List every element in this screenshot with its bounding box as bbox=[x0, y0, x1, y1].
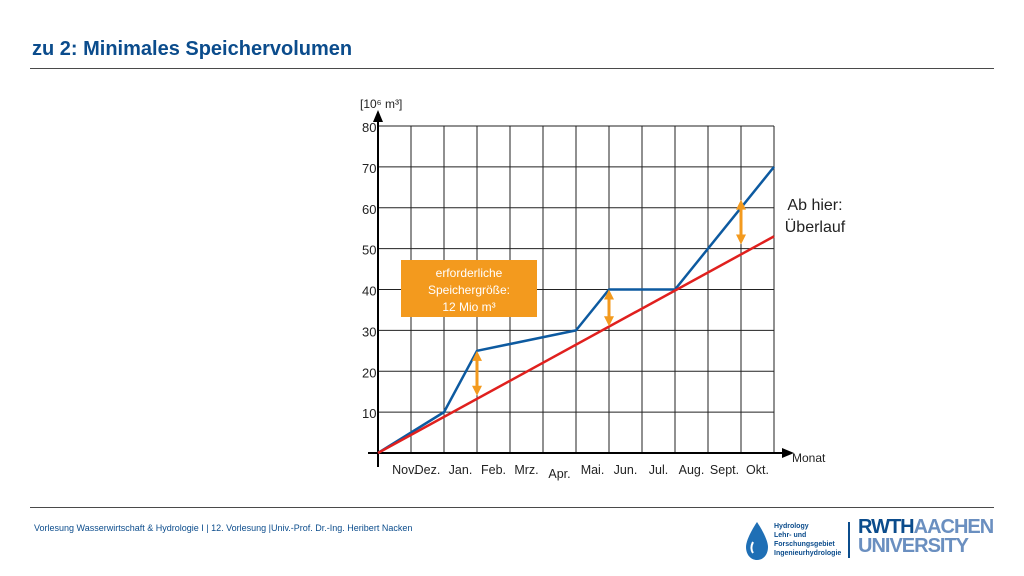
storage-arrow-head bbox=[604, 316, 614, 327]
x-tick-label: Mrz. bbox=[514, 463, 538, 477]
storage-arrow-head bbox=[472, 385, 482, 396]
x-tick-label: Aug. bbox=[679, 463, 705, 477]
hydrology-line-1: Hydrology bbox=[774, 523, 809, 530]
storage-size-text: erforderliche bbox=[436, 266, 503, 280]
storage-size-box bbox=[401, 260, 537, 317]
footer-text: Vorlesung Wasserwirtschaft & Hydrologie … bbox=[34, 523, 413, 533]
y-tick-label: 80 bbox=[362, 120, 376, 135]
slide-title: zu 2: Minimales Speichervolumen bbox=[32, 38, 353, 60]
hydrology-line-4: Ingenieurhydrologie bbox=[774, 550, 842, 557]
storage-size-text: Speichergröße: bbox=[428, 283, 510, 297]
chart-axes bbox=[368, 110, 794, 467]
x-tick-label: Sept. bbox=[710, 463, 739, 477]
y-axis-arrow bbox=[373, 110, 383, 122]
y-tick-label: 40 bbox=[362, 284, 376, 299]
x-tick-label: Jul. bbox=[649, 463, 668, 477]
chart-series bbox=[377, 166, 775, 455]
y-tick-label: 50 bbox=[362, 243, 376, 258]
storage-arrow-head bbox=[604, 289, 614, 300]
x-tick-label: Mai. bbox=[581, 463, 605, 477]
logo-divider bbox=[848, 522, 850, 558]
x-tick-label: Nov. bbox=[392, 463, 417, 477]
storage-volume-chart: 10 20 30 40 50 60 70 80 [10⁶ m³] Monat Nov.Dez. Jan… bbox=[360, 97, 846, 481]
x-tick-label: Feb. bbox=[481, 463, 506, 477]
series-line bbox=[377, 235, 775, 455]
x-tick-label: Dez. bbox=[415, 463, 441, 477]
chart-arrows bbox=[472, 199, 746, 396]
hydrology-line-2: Lehr- und bbox=[774, 532, 807, 539]
rwth-logo-aachen: AACHEN bbox=[913, 516, 995, 538]
storage-size-text: 12 Mio m³ bbox=[442, 300, 495, 314]
y-tick-label: 60 bbox=[362, 202, 376, 217]
y-tick-label: 20 bbox=[362, 365, 376, 380]
overflow-label: Überlauf bbox=[785, 218, 846, 236]
footer-divider bbox=[30, 507, 994, 508]
x-tick-label: Jun. bbox=[614, 463, 638, 477]
rwth-logo-university: UNIVERSITY bbox=[858, 535, 969, 557]
rwth-logo-rwth: RWTH bbox=[858, 516, 915, 538]
rwth-logo: RWTHAACHEN UNIVERSITY bbox=[858, 516, 995, 557]
y-axis-label: [10⁶ m³] bbox=[360, 97, 402, 111]
logo-area: Hydrology Lehr- und Forschungsgebiet Ing… bbox=[740, 516, 1000, 566]
x-tick-label: Okt. bbox=[746, 463, 769, 477]
y-tick-label: 10 bbox=[362, 406, 376, 421]
x-tick-label: Jan. bbox=[449, 463, 473, 477]
y-tick-label: 30 bbox=[362, 324, 376, 339]
storage-arrow-head bbox=[736, 234, 746, 245]
x-axis-arrow bbox=[782, 448, 794, 458]
storage-arrow-head bbox=[736, 199, 746, 210]
title-divider bbox=[30, 68, 994, 69]
storage-arrow-head bbox=[472, 350, 482, 361]
chart-labels: 10 20 30 40 50 60 70 80 [10⁶ m³] Monat Nov.Dez. Jan… bbox=[360, 97, 846, 481]
x-axis-label: Monat bbox=[792, 451, 826, 465]
water-drop-icon bbox=[746, 522, 768, 560]
y-tick-label: 70 bbox=[362, 161, 376, 176]
x-tick-label: Apr. bbox=[548, 467, 570, 481]
overflow-label: Ab hier: bbox=[787, 197, 842, 214]
hydrology-institute-logo: Hydrology Lehr- und Forschungsgebiet Ing… bbox=[774, 522, 841, 558]
hydrology-line-3: Forschungsgebiet bbox=[774, 541, 835, 548]
